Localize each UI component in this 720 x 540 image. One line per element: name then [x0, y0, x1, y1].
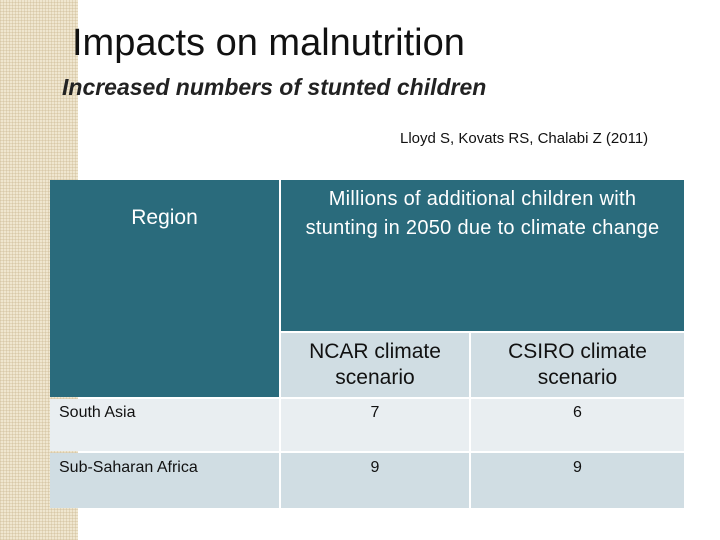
table-cell-value: 9 — [281, 453, 469, 508]
region-header: Region — [131, 206, 198, 229]
scenario-header-csiro: CSIRO climate scenario — [471, 333, 684, 397]
region-label: Sub-Saharan Africa — [59, 459, 198, 476]
table-row-region: South Asia — [50, 399, 279, 451]
table-row-region: Sub-Saharan Africa — [50, 453, 279, 508]
main-header: Millions of additional children with stu… — [305, 188, 660, 239]
scenario-label-ncar: NCAR climate scenario — [309, 340, 441, 389]
slide-title: Impacts on malnutrition — [72, 22, 465, 64]
value-ncar: 9 — [370, 459, 380, 476]
table-cell-value: 6 — [471, 399, 684, 451]
region-label: South Asia — [59, 404, 136, 421]
value-ncar: 7 — [370, 404, 380, 421]
region-header-cell: Region — [50, 180, 279, 397]
table-cell-value: 9 — [471, 453, 684, 508]
stunting-table: Region Millions of additional children w… — [50, 180, 684, 508]
slide-subtitle: Increased numbers of stunted children — [62, 74, 487, 100]
table-cell-value: 7 — [281, 399, 469, 451]
main-header-cell: Millions of additional children with stu… — [281, 180, 684, 331]
scenario-label-csiro: CSIRO climate scenario — [508, 340, 647, 389]
citation: Lloyd S, Kovats RS, Chalabi Z (2011) — [400, 130, 649, 147]
value-csiro: 6 — [573, 404, 582, 421]
scenario-header-ncar: NCAR climate scenario — [281, 333, 469, 397]
value-csiro: 9 — [573, 459, 582, 476]
